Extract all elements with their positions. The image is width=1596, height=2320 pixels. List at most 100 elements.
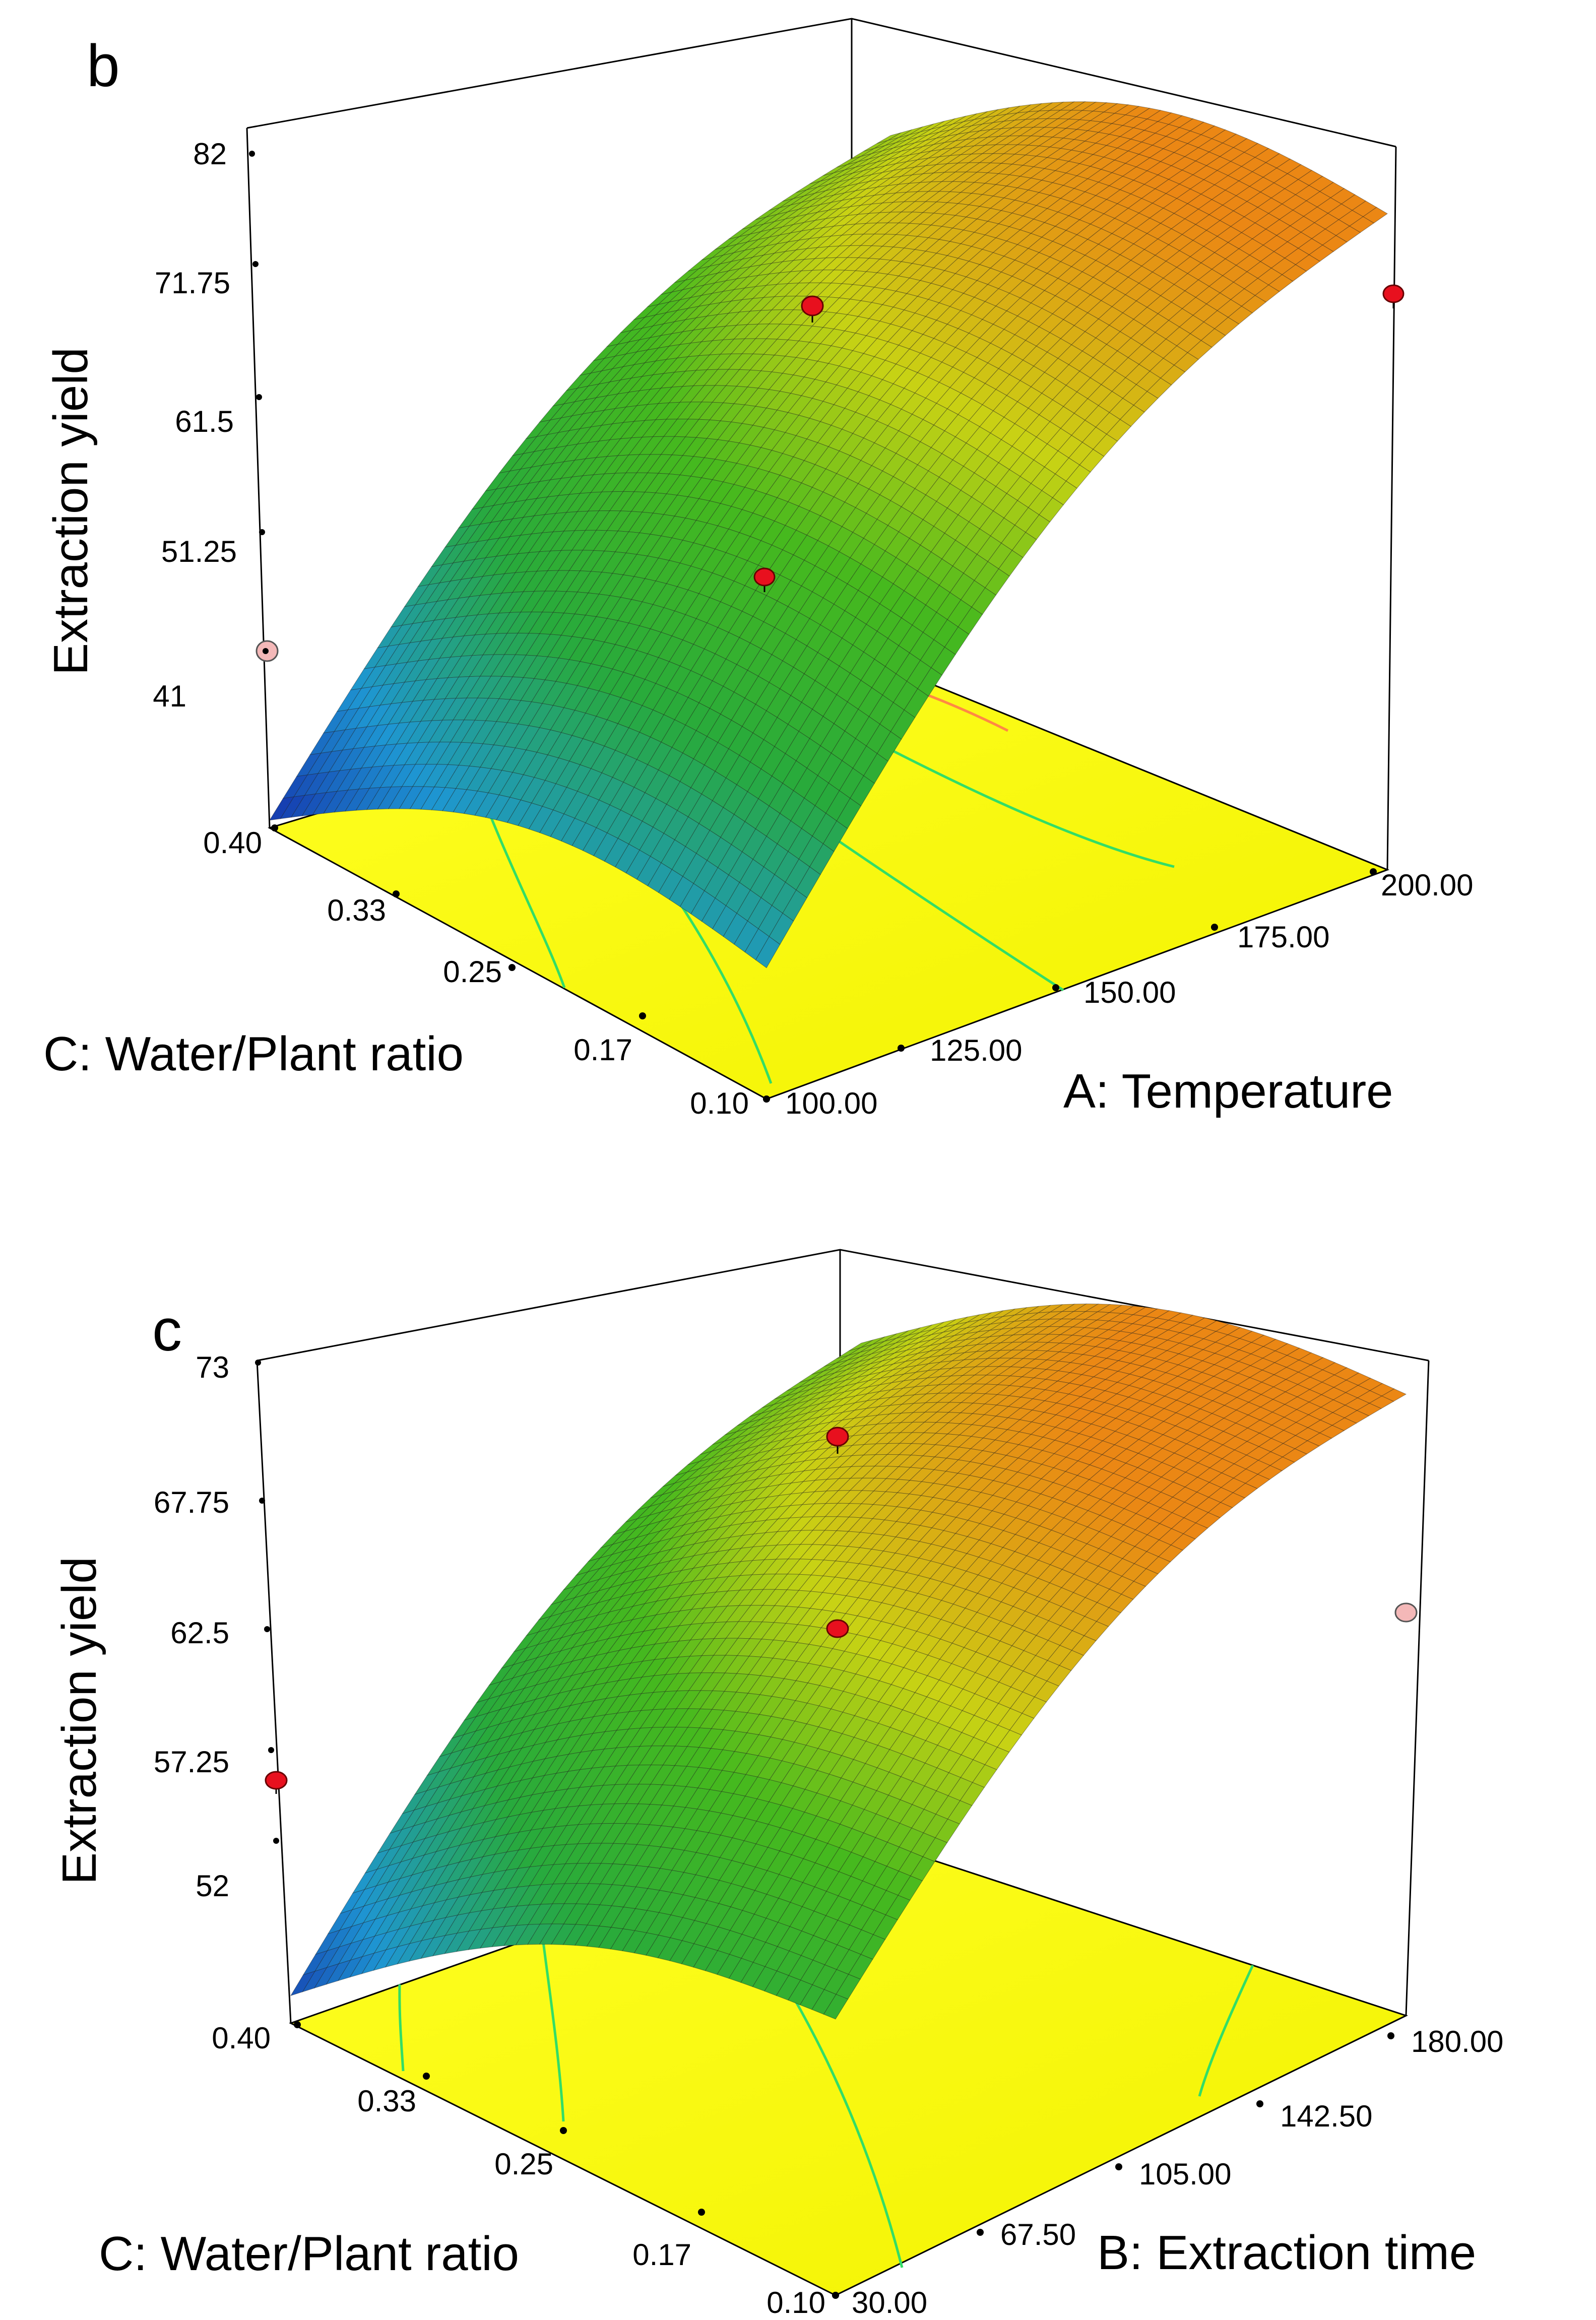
surface-facet [709,289,735,305]
surface-facet [949,181,975,193]
z-tick-3: 57.25 [154,1745,274,1779]
surface-facet [744,273,770,289]
surface-facet [703,270,730,286]
ratio-tick-label: 0.17 [632,2238,691,2272]
surface-facet [814,181,840,194]
surface-facet [928,226,953,240]
surface-facet [974,136,999,146]
surface-facet [515,481,540,502]
surface-facet [968,194,994,207]
surface-facet [887,212,913,223]
surface-facet [650,371,675,390]
surface-facet [593,455,619,475]
surface-facet [1171,156,1196,171]
surface-facet [1062,175,1089,189]
chart-panel-c: 73 67.75 62.5 57.25 52 0.10 0.17 0.25 0.… [52,1249,1504,2319]
surface-facet [617,436,643,456]
surface-facet [1033,157,1059,169]
ratio-tick-label: 0.25 [443,955,502,989]
surface-facet [912,164,937,175]
surface-facet [1103,203,1129,219]
surface-facet [871,142,896,154]
surface-facet [733,239,758,253]
surface-facet [731,247,756,262]
surface-facet [412,601,438,624]
surface-facet [704,369,729,386]
ratio-tick-label: 0.33 [357,2084,416,2118]
z-tick-2: 62.5 [170,1616,270,1650]
surface-facet [577,370,603,389]
surface-facet [933,255,959,271]
z-tick-label: 73 [196,1350,229,1384]
surface-facet [1217,161,1242,176]
surface-facet [893,137,918,149]
surface-facet [620,420,646,439]
design-point [1394,1602,1418,1623]
ratio-axis-title: C: Water/Plant ratio [43,1027,464,1081]
surface-facet [863,159,888,171]
surface-facet [825,179,850,191]
surface-facet [912,138,937,149]
chart-panel-b: 82 71.75 61.5 51.25 41 0.10 0.17 0.25 0.… [43,18,1474,1120]
surface-facet [798,270,824,284]
surface-facet [668,385,694,403]
surface-facet [941,139,967,150]
surface-facet [757,261,784,276]
surface-facet [892,191,919,203]
surface-facet [666,402,691,420]
surface-facet [1019,166,1045,178]
time-tick-label: 180.00 [1411,2025,1504,2058]
surface-facet [855,156,880,168]
surface-facet [552,388,579,407]
surface-facet [666,343,691,360]
surface-facet [627,326,654,343]
surface-facet [769,198,794,211]
surface-facet [876,212,903,224]
surface-facet [606,330,632,347]
surface-facet [979,121,1004,132]
z-tick-label: 67.75 [154,1486,229,1519]
surface-facet [769,224,794,238]
surface-facet [671,370,697,388]
surface-facet [790,258,816,272]
surface-facet [544,494,570,515]
z-tick-0: 82 [193,137,255,171]
surface-facet [687,257,713,272]
surface-facet [639,323,665,341]
surface-facet [639,373,665,391]
surface-facet [700,326,727,342]
surface-facet [914,191,940,202]
surface-facet [961,117,985,128]
surface-facet [771,249,797,264]
surface-facet [712,244,737,258]
temperature-axis-title: A: Temperature [1063,1064,1393,1118]
surface-facet [1008,126,1035,137]
surface-facet [1049,101,1075,111]
surface-facet [1036,147,1062,158]
surface-facet [863,140,888,152]
z-tick-0: 73 [196,1350,261,1384]
surface-facet [1030,127,1056,137]
surface-facet [1100,160,1126,173]
surface-facet [949,146,975,156]
surface-facet [617,328,643,345]
ratio-tick-label: 0.33 [327,893,386,927]
surface-facet [816,235,843,248]
z-axis: 82 71.75 61.5 51.25 41 [153,137,269,713]
surface-facet [755,234,780,248]
surface-facet [533,495,559,517]
z-axis-title: Extraction yield [44,347,98,675]
ratio-axis-title: C: Water/Plant ratio [99,2227,519,2281]
surface-facet [798,197,823,210]
z-tick-label: 71.75 [155,266,230,300]
surface-facet [752,243,778,258]
surface-facet [909,123,934,135]
surface-facet [722,277,748,292]
surface-facet [836,156,861,168]
surface-facet [766,232,791,246]
z-tick-label: 62.5 [170,1616,229,1650]
surface-facet [885,155,910,166]
surface-facet [658,386,683,404]
surface-facet [979,153,1005,163]
